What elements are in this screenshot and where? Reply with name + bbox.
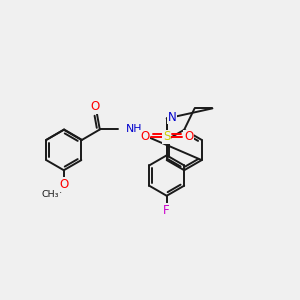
Text: O: O (59, 178, 68, 191)
Text: NH: NH (126, 124, 142, 134)
Text: O: O (91, 100, 100, 113)
Text: CH₃: CH₃ (42, 190, 59, 199)
Text: F: F (164, 203, 170, 217)
Text: N: N (168, 110, 176, 124)
Text: S: S (163, 130, 170, 143)
Text: O: O (184, 130, 193, 143)
Text: O: O (140, 130, 149, 143)
